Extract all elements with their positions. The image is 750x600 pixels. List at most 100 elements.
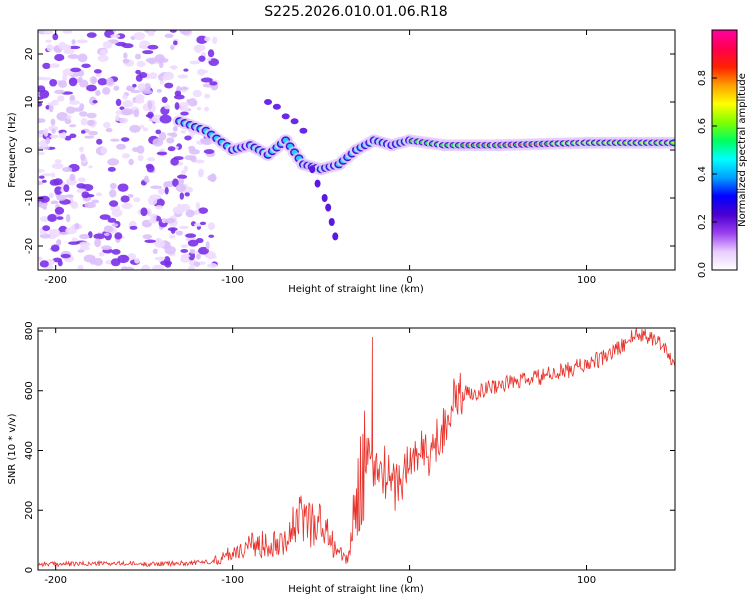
spectrogram-cell [163,256,171,265]
spectrogram-cell [156,151,168,156]
spectrogram-cell [57,260,63,267]
spectrogram-cell [47,102,59,106]
spectrogram-cell [172,206,185,215]
spectrogram-cell [77,177,86,183]
spectrogram-cell [80,153,86,161]
spectrogram-cell [178,225,189,230]
spectrogram-cell [93,69,102,74]
spectrogram-cell [67,54,80,59]
spectrogram-cell [65,227,78,235]
spectrogram-cell [111,223,119,227]
spectrogram-cell [152,248,158,255]
spectrogram-cell [196,106,202,111]
spectrogram-cell [159,61,164,69]
spectrogram-cell [86,119,95,126]
spectrogram-cell [92,99,98,104]
spectrogram-cell [57,95,65,102]
spectrogram-cell [185,233,197,238]
spectrogram-cell [184,192,190,197]
spectrogram-cell [170,132,178,138]
spectrogram-cell [147,44,159,50]
spectrogram-cell [206,57,212,61]
spectrogram-cell [203,149,215,155]
spectrogram-cell [102,87,111,95]
spectrogram-cell [70,67,82,73]
spectrogram-cell [133,32,146,40]
spectrogram-cell [204,36,211,42]
spectrogram-cell [189,248,196,254]
spectrogram-ytick-label: -10 [24,190,35,206]
spectrogram-cell [65,106,76,114]
spectrogram-cell [209,81,218,86]
spectrogram-cell [290,118,299,125]
spectrogram-cell [204,106,210,112]
spectrogram-cell [76,183,86,189]
spectrogram-cell [199,221,207,226]
spectrogram-cell [56,194,67,201]
spectrogram-cell [86,32,97,38]
spectrogram-cell [71,39,76,45]
spectrogram-cell [58,80,67,88]
spectrogram-cell [159,79,164,85]
spectrogram-cell [114,232,123,240]
spectrogram-cell [86,112,97,119]
spectrogram-cell [193,159,205,164]
spectrogram-cell [71,237,78,242]
spectrogram-cell [169,30,177,33]
snr-xtick-label: -200 [44,575,67,586]
spectrogram-cell [204,93,211,99]
spectrogram-cell [145,113,154,118]
spectrogram-cell [188,98,197,107]
spectrogram-cell [198,171,203,177]
spectrogram-cell [141,264,151,270]
spectrogram-cell [162,74,169,81]
spectrogram-cell [73,107,84,112]
spectrogram-cell [84,202,96,209]
spectrogram-cell [99,49,108,56]
spectrogram-cell [39,260,49,268]
spectrogram-cell [179,192,185,200]
spectrogram-cell [180,254,191,258]
spectrogram-cell [126,85,133,91]
spectrogram-cell [64,194,74,198]
spectrogram-cell [110,138,120,142]
spectrogram-cell [64,135,72,141]
spectrogram-cell [152,264,164,270]
spectrogram-cell [180,111,189,116]
spectrogram-cell [49,228,61,238]
spectrogram-cell [299,127,308,134]
spectrogram-cell [143,82,152,92]
spectrogram-cell [184,135,192,141]
spectrogram-cell [139,124,145,129]
spectrogram-cell [152,138,164,147]
spectrogram-cell [100,245,112,251]
colorbar-gradient [712,30,737,270]
spectrogram-cell [207,262,218,268]
spectrogram-cell [148,72,158,80]
spectrogram-cell [140,207,148,217]
spectrogram-cell [102,121,111,129]
snr-ytick-label: 400 [24,441,35,460]
spectrogram-cell [207,49,215,58]
spectrogram-cell [113,85,120,91]
snr-xtick-label: 0 [406,575,412,586]
spectrogram-cell [142,234,153,240]
spectrogram-cell [54,53,65,62]
spectrogram-cell [81,191,90,199]
spectrogram-cell [54,89,65,95]
snr-x-label: Height of straight line (km) [288,584,424,595]
spectrogram-cell [51,128,56,134]
spectrogram-cell [133,197,141,203]
spectrogram-cell [38,96,44,100]
spectrogram-cell [103,232,110,236]
spectrogram-cell [147,30,155,37]
spectrogram-cell [154,240,166,248]
spectrogram-cell [76,39,88,44]
spectrogram-cell [197,68,206,76]
spectrogram-cell [170,157,179,166]
spectrogram-cell [38,175,45,179]
spectrogram-cell [179,102,190,107]
spectrogram-cell [180,129,187,134]
spectrogram-cell [129,225,138,230]
